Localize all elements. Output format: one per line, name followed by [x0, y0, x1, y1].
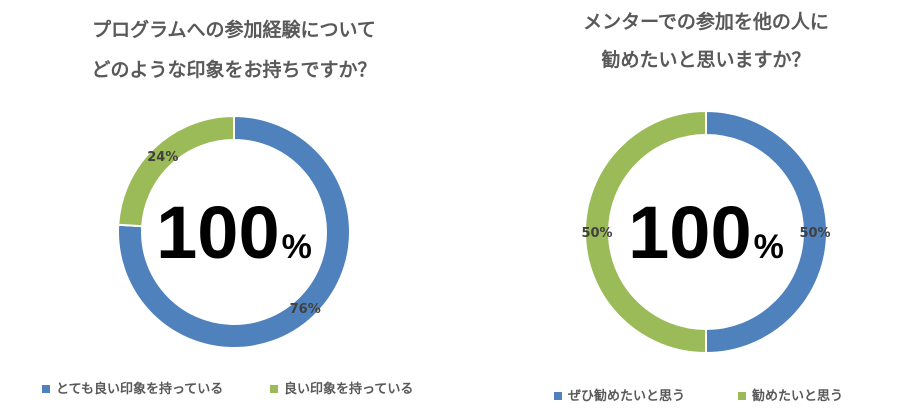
- donut-ring: [117, 114, 351, 349]
- chart-title-line-1: メンターでの参加を他の人に: [583, 10, 829, 33]
- chart-title-line-2: どのような印象をお持ちですか？: [91, 58, 376, 81]
- chart-left: プログラムへの参加経験について どのような印象をお持ちですか？ 100% 76%…: [42, 18, 413, 397]
- legend: ぜひ勧めたいと思う 勧めたいと思う: [554, 388, 843, 404]
- donut-slice-1: [117, 114, 351, 349]
- legend-label-2: 勧めたいと思う: [751, 388, 843, 404]
- chart-title-line-2: 勧めたいと思いますか？: [600, 48, 810, 71]
- center-value: 100: [628, 191, 751, 274]
- legend-swatch-1: [42, 385, 50, 393]
- legend-item-1: とても良い印象を持っている: [42, 381, 223, 397]
- data-labels: 50% 50%: [581, 226, 830, 241]
- chart-title-line-1: プログラムへの参加経験について: [92, 18, 376, 41]
- data-label-2: 50%: [581, 226, 612, 241]
- legend-label-1: とても良い印象を持っている: [56, 381, 223, 397]
- center-unit: %: [754, 228, 784, 266]
- chart-right: メンターでの参加を他の人に 勧めたいと思いますか？ 100% 50% 50% ぜひ…: [554, 10, 843, 404]
- center-total: 100%: [156, 191, 312, 274]
- legend-label-1: ぜひ勧めたいと思う: [568, 388, 685, 404]
- legend-swatch-1: [554, 392, 562, 400]
- donut-slice-2: [584, 109, 707, 355]
- legend-swatch-2: [270, 385, 278, 393]
- legend-swatch-2: [738, 392, 746, 400]
- legend-item-2: 勧めたいと思う: [738, 388, 843, 404]
- legend-item-2: 良い印象を持っている: [270, 381, 413, 397]
- legend-item-1: ぜひ勧めたいと思う: [554, 388, 685, 404]
- center-value: 100: [156, 191, 279, 274]
- legend: とても良い印象を持っている 良い印象を持っている: [42, 381, 413, 397]
- center-total: 100%: [628, 191, 784, 274]
- legend-label-2: 良い印象を持っている: [284, 381, 413, 397]
- data-label-1: 76%: [290, 302, 321, 317]
- data-label-1: 50%: [799, 226, 830, 241]
- data-label-2: 24%: [147, 150, 178, 165]
- data-labels: 76% 24%: [147, 150, 321, 317]
- donut-ring: [584, 109, 828, 355]
- donut-slice-2: [117, 114, 235, 228]
- center-unit: %: [282, 228, 312, 266]
